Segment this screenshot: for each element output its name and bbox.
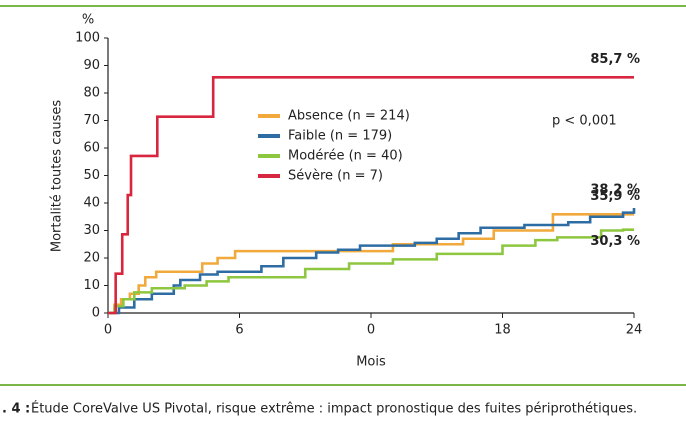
x-axis-label: Mois — [356, 355, 386, 370]
y-tick-label: 70 — [83, 113, 100, 128]
end-label: 85,7 % — [590, 52, 640, 67]
series-line — [108, 207, 636, 315]
y-tick-label: 90 — [83, 58, 100, 73]
end-label: 30,3 % — [590, 234, 640, 249]
y-tick-label: 50 — [83, 168, 100, 183]
y-tick-label: 0 — [92, 306, 100, 321]
annotation: p < 0,001 — [552, 114, 617, 129]
x-tick-label: 18 — [494, 323, 511, 338]
y-tick-label: 10 — [83, 278, 100, 293]
legend-label: Faible (n = 179) — [288, 129, 392, 144]
series-line — [108, 76, 634, 315]
y-tick-label: 100 — [75, 31, 100, 46]
x-tick-label: 0 — [104, 323, 112, 338]
x-tick-label: 0 — [367, 323, 375, 338]
caption-label: . 4 : — [2, 402, 30, 417]
y-tick-label: 60 — [83, 141, 100, 156]
x-tick-label: 6 — [235, 323, 243, 338]
end-label: 35,9 % — [590, 189, 640, 204]
y-axis-label: Mortalité toutes causes — [50, 100, 65, 252]
legend-label: Absence (n = 214) — [288, 109, 410, 124]
y-tick-label: 40 — [83, 196, 100, 211]
y-tick-label: 80 — [83, 86, 100, 101]
legend-label: Modérée (n = 40) — [288, 149, 403, 164]
x-tick-label: 24 — [626, 323, 643, 338]
end-label: 38,2 % — [590, 182, 640, 197]
y-tick-label: 20 — [83, 251, 100, 266]
y-tick-label: 30 — [83, 223, 100, 238]
series-line — [108, 228, 634, 315]
caption-text: Étude CoreValve US Pivotal, risque extrê… — [31, 401, 637, 417]
legend-label: Sévère (n = 7) — [288, 169, 383, 184]
y-unit: % — [82, 13, 94, 28]
